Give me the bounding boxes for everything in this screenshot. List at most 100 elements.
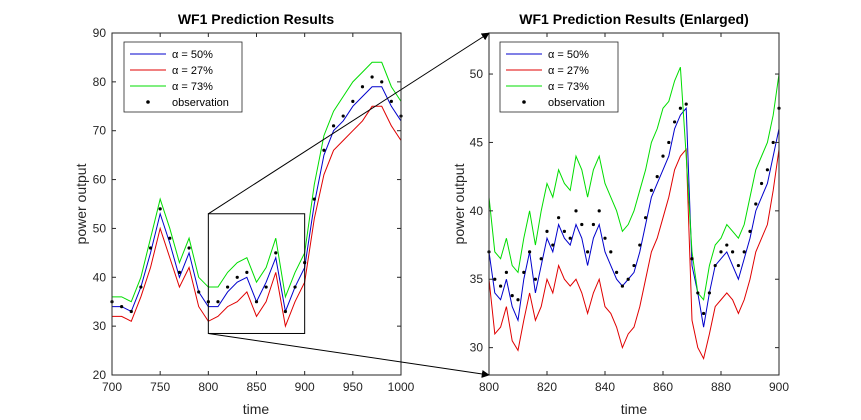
right-observation-point — [690, 257, 694, 261]
right-observation-point — [493, 277, 497, 281]
right-observation-point — [754, 202, 758, 206]
right-xtick-label: 860 — [653, 380, 673, 394]
left-xtick-label: 700 — [102, 380, 122, 394]
right-observation-point — [696, 291, 700, 295]
zoom-arrow-top — [208, 32, 490, 215]
right-ticks: 800 820 840 860 880 900 30 35 40 45 50 — [470, 33, 789, 394]
right-observation-point — [684, 102, 688, 106]
left-ytick-label: 80 — [93, 75, 107, 89]
left-xtick-label: 750 — [150, 380, 170, 394]
left-xlabel: time — [243, 401, 270, 417]
right-observation-point — [504, 270, 508, 274]
left-observation-point — [389, 99, 393, 103]
right-series-line-0 — [488, 106, 780, 328]
right-ytick-label: 45 — [470, 135, 484, 149]
right-xlabel: time — [621, 401, 648, 417]
right-observation-point — [522, 270, 526, 274]
left-observation-point — [197, 290, 201, 294]
right-ytick-label: 30 — [470, 341, 484, 355]
right-series-line-1 — [488, 147, 780, 360]
right-observation-point — [678, 106, 683, 110]
right-observation-point — [638, 243, 642, 247]
left-ytick-label: 20 — [93, 368, 107, 382]
left-ytick-label: 40 — [93, 270, 107, 284]
left-chart-title: WF1 Prediction Results — [178, 11, 335, 27]
right-chart-title: WF1 Prediction Results (Enlarged) — [519, 11, 748, 27]
left-observation-point — [360, 85, 365, 89]
right-legend-label-50: α = 50% — [548, 49, 589, 61]
left-chart: WF1 Prediction Results 700 750 800 850 900 95… — [73, 11, 415, 417]
zoom-arrow-bottom — [208, 332, 490, 378]
right-legend-box — [499, 41, 619, 113]
left-xtick-label: 950 — [343, 380, 363, 394]
left-observation-point — [293, 285, 297, 289]
right-legend-label-obs: observation — [548, 97, 605, 109]
right-observation-point — [591, 222, 596, 227]
right-observation-point — [615, 270, 619, 274]
left-observation-point — [177, 270, 182, 274]
right-observation-point — [760, 181, 764, 186]
left-observation-point — [254, 300, 259, 304]
left-observation-point — [245, 270, 249, 274]
left-observation-point — [322, 148, 326, 152]
right-observation-point — [707, 291, 712, 295]
right-xtick-label: 800 — [479, 380, 499, 394]
left-ticks: 700 750 800 850 900 950 1000 20 30 40 50 60 70 80 90 — [93, 26, 415, 394]
right-observation-point — [620, 284, 625, 288]
right-observation-point — [562, 229, 567, 233]
right-observation-point — [748, 229, 752, 233]
right-observation-point — [574, 209, 578, 213]
right-observation-point — [528, 250, 532, 254]
right-chart: WF1 Prediction Results (Enlarged) 800 820… — [451, 11, 789, 417]
right-legend: α = 50% α = 27% α = 73% observation — [499, 41, 619, 113]
zoom-box — [207, 213, 306, 334]
right-observation-point — [765, 168, 770, 172]
left-observation-point — [168, 236, 172, 240]
right-observation-point — [644, 216, 648, 220]
left-observation-point — [120, 305, 124, 309]
left-observation-point — [226, 285, 230, 289]
right-observation-point — [539, 257, 543, 261]
right-observation-point — [603, 236, 607, 240]
left-legend-label-27: α = 27% — [172, 65, 213, 77]
right-observation-point — [586, 250, 590, 254]
left-legend-label-50: α = 50% — [172, 49, 213, 61]
left-legend-label-obs: observation — [172, 97, 229, 109]
left-observation-point — [148, 246, 153, 250]
right-observation-point — [551, 243, 555, 247]
right-observation-point — [632, 263, 636, 268]
right-legend-swatch-obs — [522, 100, 526, 104]
right-observation-point — [510, 294, 514, 298]
right-legend-label-27: α = 27% — [548, 65, 589, 77]
right-ytick-label: 35 — [470, 272, 484, 286]
left-series-group — [110, 61, 403, 328]
right-observation-point — [568, 236, 572, 240]
right-observation-point — [609, 250, 613, 254]
right-observation-point — [557, 216, 561, 220]
right-observation-point — [655, 175, 659, 179]
left-observation-point — [264, 285, 268, 289]
right-observation-point — [702, 311, 706, 316]
right-observation-point — [719, 250, 723, 254]
right-legend-label-73: α = 73% — [548, 81, 589, 93]
right-observation-point — [533, 277, 538, 281]
right-observation-point — [673, 120, 677, 124]
left-ytick-label: 30 — [93, 319, 107, 333]
right-observation-point — [736, 263, 741, 268]
right-observation-point — [725, 243, 729, 247]
left-observation-point — [370, 75, 374, 79]
left-observation-point — [139, 285, 143, 289]
left-observation-point — [216, 300, 220, 304]
left-legend: α = 50% α = 27% α = 73% observation — [123, 41, 243, 113]
right-ytick-label: 40 — [470, 204, 484, 218]
left-observation-point — [158, 207, 162, 211]
left-xtick-label: 800 — [198, 380, 218, 394]
left-ytick-label: 90 — [93, 26, 107, 40]
left-xtick-label: 1000 — [388, 380, 415, 394]
left-ylabel: power output — [73, 163, 89, 244]
right-observation-point — [713, 263, 717, 268]
left-observation-point — [331, 124, 336, 128]
right-observation-point — [580, 222, 584, 227]
left-observation-point — [235, 275, 239, 279]
